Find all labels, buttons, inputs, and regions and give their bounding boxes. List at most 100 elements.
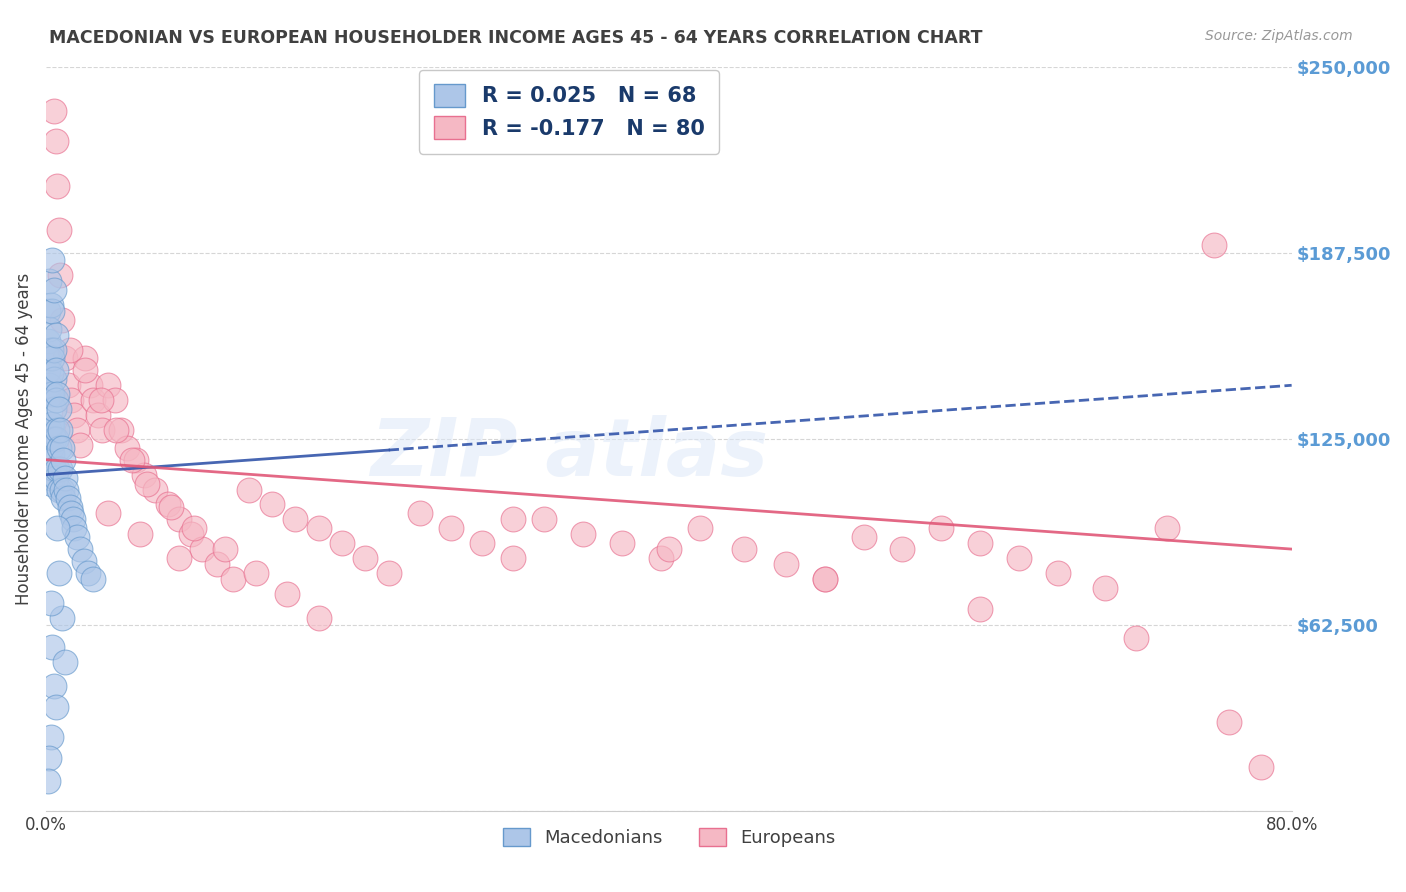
Point [37, 363, 59, 377]
Point [69, 542, 91, 557]
Point [49, 268, 72, 282]
Point [354, 551, 377, 566]
Point [97, 507, 120, 521]
Point [41, 476, 63, 491]
Point [60, 393, 83, 408]
Point [56, 491, 79, 506]
Point [969, 536, 991, 550]
Point [1047, 566, 1070, 580]
Point [42, 679, 65, 693]
Point [733, 542, 755, 557]
Point [134, 467, 156, 482]
Point [1125, 632, 1147, 646]
Point [110, 423, 132, 437]
Point [39, 343, 62, 357]
Point [183, 521, 205, 535]
Point [180, 527, 202, 541]
Point [377, 566, 399, 580]
Point [39, 470, 62, 484]
Point [159, 500, 181, 515]
Point [38, 423, 60, 437]
Point [39, 730, 62, 744]
Point [75, 351, 97, 366]
Point [502, 512, 524, 526]
Point [56, 378, 79, 392]
Point [572, 527, 595, 541]
Point [39, 367, 62, 381]
Point [42, 283, 65, 297]
Point [121, 452, 143, 467]
Point [104, 393, 127, 408]
Point [60, 507, 83, 521]
Point [53, 470, 76, 484]
Point [37, 334, 59, 348]
Point [46, 387, 69, 401]
Point [308, 521, 330, 535]
Point [245, 566, 267, 580]
Point [440, 521, 463, 535]
Point [51, 441, 73, 455]
Point [105, 423, 128, 437]
Point [44, 432, 66, 446]
Point [77, 566, 100, 580]
Point [41, 640, 63, 655]
Point [55, 483, 77, 497]
Point [136, 476, 159, 491]
Point [62, 512, 84, 526]
Point [44, 327, 66, 342]
Point [238, 483, 260, 497]
Point [39, 441, 62, 455]
Point [86, 408, 108, 422]
Point [969, 601, 991, 615]
Point [42, 402, 65, 417]
Point [308, 610, 330, 624]
Point [1218, 714, 1240, 729]
Point [53, 351, 76, 366]
Point [51, 610, 73, 624]
Point [143, 483, 166, 497]
Point [37, 774, 59, 789]
Point [44, 470, 66, 484]
Point [48, 441, 70, 455]
Point [63, 521, 86, 535]
Text: MACEDONIAN VS EUROPEAN HOUSEHOLDER INCOME AGES 45 - 64 YEARS CORRELATION CHART: MACEDONIAN VS EUROPEAN HOUSEHOLDER INCOM… [49, 29, 983, 46]
Point [72, 554, 94, 568]
Point [42, 343, 65, 357]
Point [284, 512, 307, 526]
Point [222, 572, 245, 586]
Point [42, 104, 65, 119]
Point [1156, 521, 1178, 535]
Point [1250, 759, 1272, 773]
Point [260, 497, 283, 511]
Point [1094, 581, 1116, 595]
Point [44, 700, 66, 714]
Point [1202, 238, 1225, 252]
Point [689, 521, 711, 535]
Point [44, 134, 66, 148]
Point [46, 423, 69, 437]
Text: Source: ZipAtlas.com: Source: ZipAtlas.com [1205, 29, 1353, 43]
Point [502, 551, 524, 566]
Point [48, 483, 70, 497]
Point [276, 587, 298, 601]
Point [39, 417, 62, 431]
Point [66, 530, 89, 544]
Point [44, 363, 66, 377]
Point [41, 253, 63, 268]
Point [39, 298, 62, 312]
Point [471, 536, 494, 550]
Point [41, 447, 63, 461]
Point [48, 223, 70, 237]
Point [191, 542, 214, 557]
Point [128, 527, 150, 541]
Point [533, 512, 555, 526]
Point [813, 572, 835, 586]
Point [53, 655, 76, 669]
Point [125, 452, 148, 467]
Point [167, 512, 190, 526]
Point [49, 461, 72, 475]
Point [90, 393, 112, 408]
Point [82, 393, 104, 408]
Point [612, 536, 634, 550]
Point [97, 378, 120, 392]
